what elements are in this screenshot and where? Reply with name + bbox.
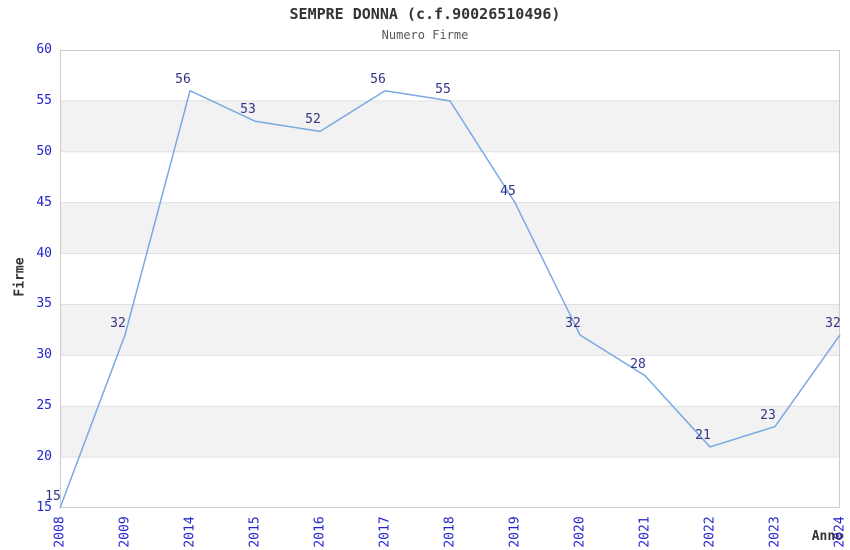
x-tick-label: 2024 (832, 516, 848, 548)
data-point-label: 15 (45, 489, 61, 504)
data-point-label: 32 (565, 315, 581, 331)
data-point-label: 53 (240, 102, 256, 118)
x-tick-label: 2017 (377, 516, 393, 548)
y-tick-label: 20 (36, 449, 52, 465)
y-tick-label: 55 (36, 92, 52, 108)
plot-band (60, 304, 840, 356)
data-point-label: 52 (305, 112, 321, 128)
x-tick-label: 2023 (767, 516, 783, 548)
x-tick-label: 2009 (117, 516, 133, 548)
data-point-label: 56 (370, 71, 386, 87)
x-tick-label: 2008 (52, 516, 68, 548)
x-axis-title: Anno (811, 529, 843, 544)
series-line (59, 89, 841, 509)
data-point-label: 21 (695, 427, 711, 443)
x-tick-label: 2015 (247, 516, 263, 548)
x-tick-label: 2014 (182, 516, 198, 548)
data-point-label: 32 (825, 315, 841, 331)
plot-band (60, 100, 840, 152)
y-tick-label: 45 (36, 194, 52, 210)
y-tick-label: 15 (36, 500, 52, 515)
x-tick-label: 2018 (442, 516, 458, 548)
chart-title: SEMPRE DONNA (c.f.90026510496) (289, 5, 561, 23)
y-tick-label: 50 (36, 143, 52, 159)
data-point-label: 55 (435, 81, 451, 97)
x-tick-label: 2019 (507, 516, 523, 548)
data-point-label: 28 (630, 356, 646, 372)
chart-subtitle: Numero Firme (381, 28, 469, 42)
data-point-label: 56 (175, 71, 191, 87)
plot-border (60, 50, 840, 508)
x-tick-label: 2022 (702, 516, 718, 548)
y-tick-label: 30 (36, 347, 52, 363)
data-point-label: 45 (500, 183, 516, 199)
y-tick-label: 40 (36, 245, 52, 261)
data-point-label: 32 (110, 315, 126, 331)
x-tick-label: 2016 (312, 516, 328, 548)
x-tick-label: 2021 (637, 516, 653, 548)
y-tick-label: 25 (36, 398, 52, 414)
x-tick-label: 2020 (572, 516, 588, 548)
plot-band (60, 406, 840, 458)
y-tick-label: 35 (36, 296, 52, 312)
y-tick-label: 60 (36, 42, 52, 57)
plot-band (60, 202, 840, 254)
data-point-label: 23 (760, 407, 776, 423)
